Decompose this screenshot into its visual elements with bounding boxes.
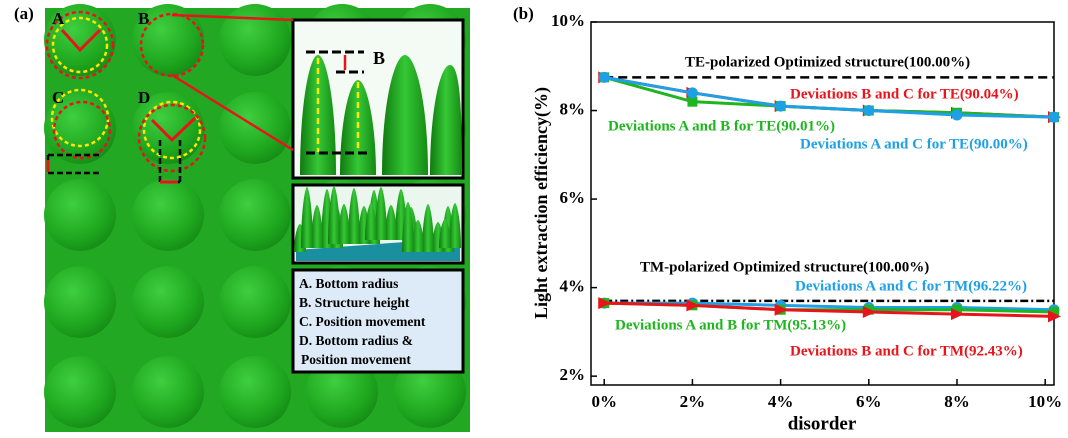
legend-item: B. Structure height <box>299 295 410 310</box>
marker <box>951 304 962 315</box>
plot: 2% 4% 6% 8% 10% 0% 2% 4% 6% 8% 10% TE-polarized Opt… <box>551 11 1062 411</box>
marker <box>686 299 700 312</box>
marker <box>774 303 788 316</box>
cone <box>449 203 461 248</box>
marker <box>950 308 964 321</box>
bump <box>44 356 116 428</box>
cone-forest <box>294 186 461 261</box>
x-tick-label: 8% <box>944 392 970 411</box>
y-tick-label: 10% <box>551 11 585 30</box>
panel-label: (b) <box>513 4 534 23</box>
inset-label: B <box>373 48 385 68</box>
x-tick-label: 0% <box>591 392 617 411</box>
marker <box>687 96 698 107</box>
y-tick-label: 6% <box>560 188 586 207</box>
cone <box>311 205 323 248</box>
cone <box>301 187 313 248</box>
annotation-shapes <box>45 10 294 184</box>
series-label: Deviations B and C for TM(92.43%) <box>790 343 1023 359</box>
y-tick-label: 4% <box>560 277 586 296</box>
series-label: Deviations A and B for TM(95.13%) <box>615 317 846 333</box>
marker <box>951 109 963 121</box>
bump <box>219 92 291 164</box>
y-axis-label: Light extraction efficiency(%) <box>531 87 552 319</box>
series-line <box>603 75 1055 119</box>
cone <box>422 204 434 252</box>
x-tick-label: 10% <box>1028 392 1062 411</box>
series-label: TM-polarized Optimized structure(100.00%… <box>640 259 929 275</box>
legend-box <box>291 268 465 374</box>
bump <box>219 356 291 428</box>
cones <box>300 50 462 175</box>
marker <box>862 305 876 318</box>
series-line <box>604 301 1055 318</box>
bump <box>394 356 466 428</box>
cone <box>348 188 360 244</box>
series-label: Deviations A and B for TE(90.01%) <box>608 118 835 134</box>
cone <box>439 219 451 248</box>
plot-frame <box>590 21 1055 386</box>
x-tick-label: 4% <box>768 392 794 411</box>
bump <box>219 266 291 338</box>
series-label: Deviations A and C for TM(96.22%) <box>795 278 1027 294</box>
marker-label: C <box>52 88 64 107</box>
marker-label: A <box>52 9 65 28</box>
marker <box>598 297 612 310</box>
marker <box>863 105 875 117</box>
series-label: Deviations A and C for TE(90.00%) <box>800 136 1028 152</box>
cone <box>412 220 424 252</box>
legend-item: C. Position movement <box>299 314 426 329</box>
y-tick-label: 2% <box>560 365 586 384</box>
legend-item: A. Bottom radius <box>299 276 398 291</box>
marker <box>686 87 698 99</box>
cone <box>375 187 387 240</box>
bump <box>132 356 204 428</box>
series-label: Deviations B and C for TE(90.04%) <box>790 86 1019 102</box>
x-tick-label: 6% <box>856 392 882 411</box>
cone <box>365 203 377 240</box>
bump <box>132 179 204 251</box>
bump <box>306 356 378 428</box>
marker <box>1048 111 1060 123</box>
bump <box>132 266 204 338</box>
marker <box>1049 306 1059 317</box>
marker <box>775 100 787 112</box>
x-tick-label: 2% <box>680 392 706 411</box>
panel-label: (a) <box>14 4 34 23</box>
marker <box>1048 310 1061 323</box>
cone <box>385 205 397 240</box>
x-axis-label: disorder <box>788 413 857 434</box>
series-label: TE-polarized Optimized structure(100.00%… <box>685 54 970 70</box>
bump <box>219 4 291 76</box>
cone <box>402 202 414 252</box>
bump <box>44 179 116 251</box>
bump <box>219 179 291 251</box>
marker-label: B <box>138 9 149 28</box>
y-tick-label: 8% <box>560 99 586 118</box>
legend-text: A. Bottom radius B. Structure height C. Po… <box>299 276 426 367</box>
bump <box>44 92 116 164</box>
legend-item: Position movement <box>301 352 411 367</box>
legend-item: D. Bottom radius & <box>299 333 413 348</box>
bump <box>44 4 116 76</box>
marker <box>598 71 610 83</box>
series-line <box>604 301 1055 312</box>
marker-label: D <box>138 88 150 107</box>
cone <box>328 186 340 244</box>
cone <box>338 204 350 244</box>
bump <box>44 266 116 338</box>
